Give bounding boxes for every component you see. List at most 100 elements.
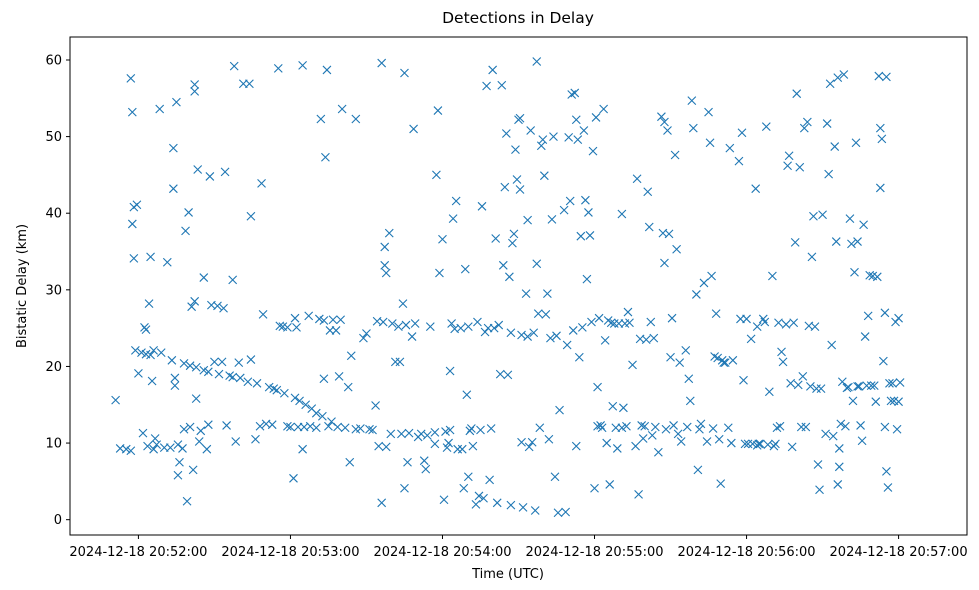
data-point-marker xyxy=(457,444,467,454)
data-point-marker xyxy=(628,360,637,370)
data-point-marker xyxy=(181,226,190,236)
data-point-marker xyxy=(874,71,884,81)
data-point-marker xyxy=(726,438,736,448)
data-point-marker xyxy=(632,174,642,184)
data-point-marker xyxy=(497,80,507,90)
data-point-marker xyxy=(190,296,200,306)
data-point-marker xyxy=(585,231,595,240)
y-tick-label: 0 xyxy=(54,513,62,528)
data-point-marker xyxy=(599,104,609,114)
data-point-marker xyxy=(672,244,682,254)
data-point-marker xyxy=(739,375,748,385)
data-point-marker xyxy=(317,411,327,421)
data-point-marker xyxy=(156,348,166,358)
data-point-marker xyxy=(653,447,663,457)
data-point-marker xyxy=(711,309,721,318)
data-point-marker xyxy=(793,380,803,390)
data-point-marker xyxy=(506,500,516,510)
y-axis-ticks: 0 10 20 30 40 50 60 xyxy=(45,53,70,528)
data-point-marker xyxy=(430,427,440,437)
data-point-marker xyxy=(155,104,165,114)
data-point-marker xyxy=(343,382,353,392)
data-point-marker xyxy=(439,495,449,505)
data-point-marker xyxy=(267,420,277,430)
data-point-marker xyxy=(471,499,481,509)
data-point-marker xyxy=(168,184,178,194)
data-point-marker xyxy=(825,79,835,89)
data-point-marker xyxy=(664,229,674,239)
x-tick-label: 2024-12-18 20:55:00 xyxy=(525,545,663,560)
data-point-marker xyxy=(550,472,560,482)
data-point-marker xyxy=(386,429,396,439)
data-point-marker xyxy=(789,318,799,328)
data-point-marker xyxy=(854,381,864,391)
data-point-marker xyxy=(130,345,140,355)
data-point-marker xyxy=(646,317,656,327)
x-tick-label: 2024-12-18 20:52:00 xyxy=(69,545,207,560)
data-markers xyxy=(111,57,905,518)
data-point-marker xyxy=(708,424,718,433)
data-point-marker xyxy=(778,357,788,367)
data-point-marker xyxy=(205,172,215,181)
data-point-marker xyxy=(761,122,771,132)
data-point-marker xyxy=(577,322,587,332)
data-point-marker xyxy=(298,444,308,454)
data-point-marker xyxy=(191,362,201,372)
data-point-marker xyxy=(562,340,572,350)
data-point-marker xyxy=(570,88,580,98)
data-point-marker xyxy=(149,444,159,454)
data-point-marker xyxy=(380,242,390,252)
data-point-marker xyxy=(644,222,654,232)
data-point-marker xyxy=(283,421,292,431)
data-point-marker xyxy=(809,211,818,221)
data-point-marker xyxy=(612,444,622,453)
data-point-marker xyxy=(448,214,458,223)
data-point-marker xyxy=(857,436,867,446)
data-point-marker xyxy=(594,313,604,323)
data-point-marker xyxy=(895,378,905,387)
data-point-marker xyxy=(860,332,870,341)
data-point-marker xyxy=(462,390,472,400)
data-point-marker xyxy=(324,421,333,431)
data-point-marker xyxy=(203,420,213,430)
data-point-marker xyxy=(147,376,157,386)
data-point-marker xyxy=(693,465,703,475)
data-point-marker xyxy=(657,112,666,122)
data-point-marker xyxy=(416,429,426,439)
data-point-marker xyxy=(552,331,561,341)
data-point-marker xyxy=(374,441,384,451)
data-point-marker xyxy=(675,358,685,368)
data-point-marker xyxy=(143,441,152,451)
data-point-marker xyxy=(190,87,200,96)
data-point-marker xyxy=(641,335,651,345)
data-point-marker xyxy=(539,171,549,181)
y-axis-label: Bistatic Delay (km) xyxy=(15,224,30,348)
data-point-marker xyxy=(442,443,452,453)
data-point-marker xyxy=(892,424,902,434)
data-point-marker xyxy=(695,424,704,434)
data-point-marker xyxy=(602,438,612,448)
data-point-marker xyxy=(444,438,453,448)
data-point-marker xyxy=(463,472,473,482)
data-point-marker xyxy=(273,64,283,73)
data-point-marker xyxy=(234,358,244,368)
data-point-marker xyxy=(179,424,189,434)
data-point-marker xyxy=(146,350,155,360)
data-point-marker xyxy=(587,317,596,327)
data-point-marker xyxy=(818,210,827,220)
data-point-marker xyxy=(346,351,356,361)
data-point-marker xyxy=(742,314,751,324)
data-point-marker xyxy=(637,421,647,430)
data-point-marker xyxy=(459,483,469,493)
data-point-marker xyxy=(362,329,371,338)
data-point-marker xyxy=(883,483,893,492)
data-point-marker xyxy=(328,315,338,325)
data-point-marker xyxy=(400,68,409,78)
data-point-marker xyxy=(466,424,476,433)
data-point-marker xyxy=(777,347,786,357)
plot-area-frame xyxy=(69,36,968,536)
data-point-marker xyxy=(290,393,300,403)
data-point-marker xyxy=(608,401,618,411)
data-point-marker xyxy=(650,422,660,432)
